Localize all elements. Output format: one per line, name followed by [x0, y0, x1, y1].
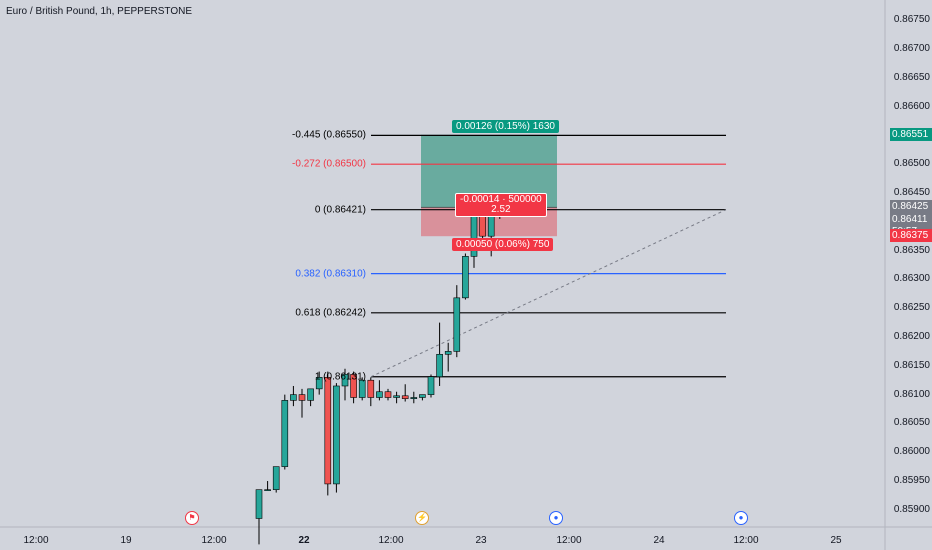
price-axis-label: 0.86750 — [893, 14, 930, 26]
price-axis-label: 0.86500 — [893, 158, 930, 170]
price-axis-label: 0.86650 — [893, 71, 930, 83]
position-center-label[interactable]: -0.00014 · 500000 2.52 — [455, 193, 547, 218]
fib-trend-line[interactable] — [370, 209, 727, 378]
price-axis-label: 0.86200 — [893, 331, 930, 342]
time-axis-label: 24 — [653, 535, 665, 546]
candle-body[interactable] — [341, 374, 349, 387]
candle-body[interactable] — [333, 385, 340, 485]
fib-level-label: -0.445 (0.86550) — [292, 129, 366, 141]
fib-level-label: 0 (0.86421) — [314, 204, 366, 216]
candle-body[interactable] — [384, 391, 392, 398]
price-axis-label: 0.86600 — [893, 100, 930, 112]
candle-body[interactable] — [401, 395, 409, 399]
price-axis-label: 0.85900 — [893, 503, 930, 515]
position-center-line1: -0.00014 · 500000 — [460, 194, 542, 206]
candle-body[interactable] — [444, 351, 452, 355]
price-axis-label: 0.86050 — [893, 417, 930, 429]
candle-body[interactable] — [264, 489, 271, 491]
calendar-event-icon[interactable]: ● — [734, 511, 748, 525]
candle-body[interactable] — [358, 379, 366, 398]
price-axis-label: 0.86300 — [893, 273, 930, 285]
bid-price-tag: 0.86411 — [890, 213, 932, 227]
stop-info-label: 0.00050 (0.06%) 750 — [452, 238, 554, 252]
fib-level-label: -0.272 (0.86500) — [292, 158, 366, 170]
price-axis-label: 0.86100 — [893, 388, 930, 400]
candle-body[interactable] — [462, 256, 469, 299]
price-axis-label: 0.86250 — [893, 302, 930, 314]
candle-body[interactable] — [393, 395, 400, 398]
candle-body[interactable] — [324, 377, 332, 485]
candle-body[interactable] — [376, 391, 383, 398]
price-axis-label: 0.86150 — [893, 359, 930, 371]
candle-body[interactable] — [367, 379, 375, 398]
position-center-line2: 2.52 — [491, 204, 511, 216]
candle-body[interactable] — [410, 397, 418, 399]
fib-level-label: 0.618 (0.86242) — [295, 307, 366, 319]
fib-level-label: 0.382 (0.86310) — [295, 268, 366, 280]
time-axis-label: 23 — [475, 535, 487, 546]
time-axis-label: 19 — [120, 535, 132, 546]
candle-body[interactable] — [453, 297, 461, 352]
current-price-tag: 0.86425 — [890, 200, 932, 214]
candle-body[interactable] — [298, 394, 306, 401]
time-axis-label: 12:00 — [378, 535, 404, 546]
time-axis-label: 22 — [298, 535, 310, 546]
flag-icon[interactable]: ⚑ — [185, 511, 199, 525]
time-axis-label: 12:00 — [556, 535, 582, 546]
lightning-icon[interactable]: ⚡ — [415, 511, 429, 525]
price-axis-label: 0.85950 — [893, 475, 930, 487]
candle-body[interactable] — [427, 376, 435, 395]
time-axis-label: 12:00 — [201, 535, 227, 546]
fib-level-label: 1 (0.86131) — [314, 371, 366, 383]
symbol-title: Euro / British Pound, 1h, PEPPERSTONE — [6, 6, 193, 17]
calendar-event-icon[interactable]: ● — [549, 511, 563, 525]
candle-body[interactable] — [255, 489, 263, 519]
candle-body[interactable] — [281, 400, 289, 467]
candle-body[interactable] — [419, 394, 426, 398]
time-axis-label: 12:00 — [733, 535, 759, 546]
candle-body[interactable] — [272, 466, 280, 490]
time-axis-label: 12:00 — [23, 535, 49, 546]
target-price-tag: 0.86551 — [890, 127, 932, 141]
time-axis-label: 25 — [830, 535, 842, 546]
price-axis-label: 0.86450 — [893, 186, 930, 198]
price-axis-label: 0.86350 — [893, 244, 930, 256]
candle-body[interactable] — [315, 377, 323, 390]
price-axis-label: 0.86700 — [893, 42, 930, 54]
candle-body[interactable] — [290, 394, 297, 401]
candle-body[interactable] — [350, 374, 357, 398]
target-info-label: 0.00126 (0.15%) 1630 — [452, 119, 559, 133]
candle-body[interactable] — [307, 388, 314, 401]
candle-body[interactable] — [436, 353, 443, 378]
price-axis-label: 0.86000 — [893, 446, 930, 458]
stop-price-tag: 0.86375 — [890, 229, 932, 243]
